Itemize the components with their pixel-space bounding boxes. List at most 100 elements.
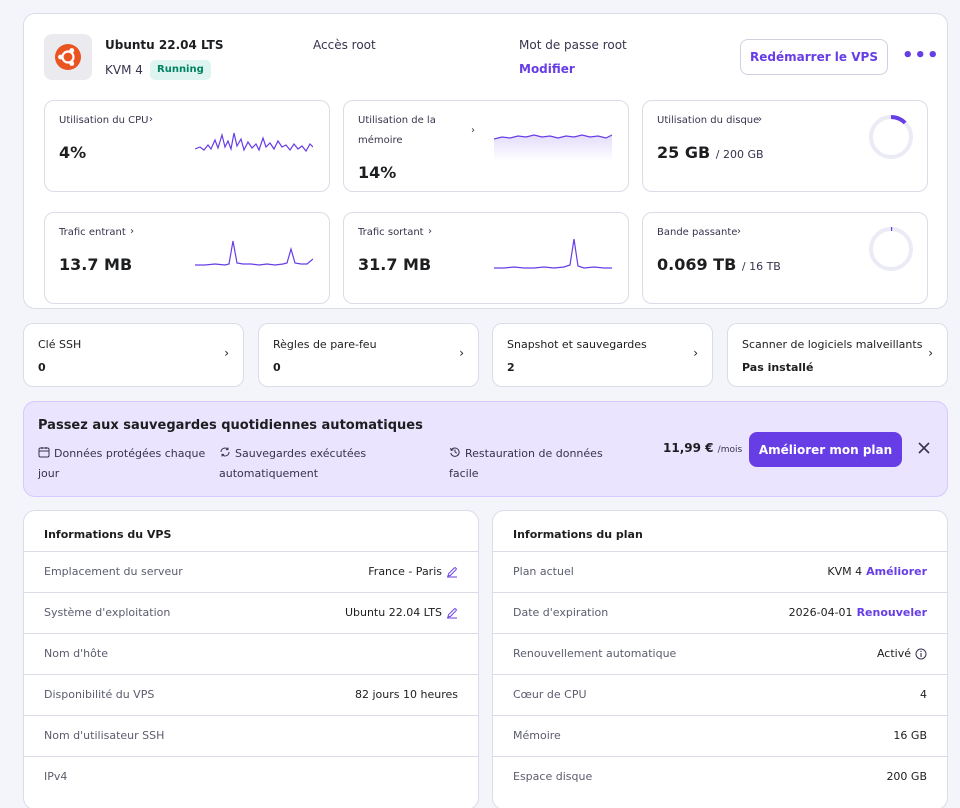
status-badge: Running — [150, 60, 211, 80]
cpu-usage-card[interactable]: Utilisation du CPU › 4% — [44, 100, 330, 192]
plan-name: KVM 4 — [105, 63, 143, 77]
promo-price: 11,99 € — [663, 441, 714, 455]
firewall-rules-card[interactable]: Règles de pare-feu 0 › — [258, 323, 479, 387]
chevron-right-icon: › — [130, 226, 134, 237]
current-plan-label: Plan actuel — [513, 565, 574, 578]
firewall-rules-label: Règles de pare-feu — [273, 338, 377, 351]
ssh-key-card[interactable]: Clé SSH 0 › — [23, 323, 244, 387]
close-icon[interactable] — [914, 438, 934, 458]
cpu-sparkline — [195, 132, 313, 153]
bandwidth-value: 0.069 TB — [657, 255, 737, 274]
bandwidth-donut — [869, 227, 913, 271]
promo-feature-line2: automatiquement — [219, 467, 319, 480]
current-plan-row: Plan actuel KVM 4 Améliorer — [493, 551, 947, 592]
chevron-right-icon: › — [737, 226, 741, 237]
incoming-sparkline — [195, 240, 313, 266]
upgrade-link[interactable]: Améliorer — [866, 565, 927, 578]
vps-info-title: Informations du VPS — [44, 528, 172, 541]
malware-scanner-label: Scanner de logiciels malveillants — [742, 338, 923, 351]
expiration-row: Date d'expiration 2026-04-01 Renouveler — [493, 592, 947, 633]
chevron-right-icon: › — [428, 226, 432, 237]
ipv4-label: IPv4 — [44, 770, 68, 783]
renew-link[interactable]: Renouveler — [856, 606, 927, 619]
ssh-username-row: Nom d'utilisateur SSH — [24, 715, 478, 756]
promo-feature-line1: Sauvegardes exécutées — [235, 447, 367, 460]
memory-row: Mémoire 16 GB — [493, 715, 947, 756]
os-label: Système d'exploitation — [44, 606, 171, 619]
plan-info-title: Informations du plan — [513, 528, 643, 541]
chevron-right-icon: › — [693, 346, 698, 360]
malware-scanner-value: Pas installé — [742, 361, 814, 374]
current-plan-value: KVM 4 — [827, 565, 863, 578]
auto-renew-row: Renouvellement automatique Activé — [493, 633, 947, 674]
memory-sparkline — [494, 134, 612, 161]
ssh-key-label: Clé SSH — [38, 338, 82, 351]
memory-usage-value: 14% — [358, 163, 397, 182]
incoming-traffic-card[interactable]: Trafic entrant › 13.7 MB — [44, 212, 330, 304]
disk-usage-card[interactable]: Utilisation du disque › 25 GB / 200 GB — [642, 100, 928, 192]
ipv4-row: IPv4 — [24, 756, 478, 797]
hostname-label: Nom d'hôte — [44, 647, 108, 660]
chevron-right-icon: › — [149, 114, 153, 125]
ubuntu-logo-icon — [44, 34, 92, 80]
memory-usage-card[interactable]: Utilisation de la mémoire › 14% — [343, 100, 629, 192]
edit-pencil-icon[interactable] — [446, 566, 458, 578]
os-row: Système d'exploitation Ubuntu 22.04 LTS — [24, 592, 478, 633]
info-icon[interactable] — [915, 648, 927, 660]
root-access-label: Accès root — [313, 38, 376, 52]
bandwidth-label: Bande passante — [657, 227, 738, 238]
snapshot-backups-card[interactable]: Snapshot et sauvegardes 2 › — [492, 323, 713, 387]
auto-renew-label: Renouvellement automatique — [513, 647, 677, 660]
promo-period: /mois — [717, 445, 743, 455]
plan-info-card: Informations du plan Plan actuel KVM 4 Am… — [492, 510, 948, 808]
chevron-right-icon: › — [224, 346, 229, 360]
bandwidth-total: / 16 TB — [741, 260, 781, 273]
server-location-row: Emplacement du serveur France - Paris — [24, 551, 478, 592]
upgrade-plan-button[interactable]: Améliorer mon plan — [749, 432, 902, 467]
vps-info-card: Informations du VPS Emplacement du serve… — [23, 510, 479, 808]
sync-icon — [220, 447, 230, 457]
promo-feature-line1: Restauration de données — [465, 447, 603, 460]
chevron-right-icon: › — [758, 114, 762, 125]
hostname-row: Nom d'hôte — [24, 633, 478, 674]
bandwidth-card[interactable]: Bande passante › 0.069 TB / 16 TB — [642, 212, 928, 304]
incoming-traffic-value: 13.7 MB — [59, 255, 133, 274]
disk-usage-value: 25 GB — [657, 143, 711, 162]
chevron-right-icon: › — [928, 346, 933, 360]
outgoing-traffic-value: 31.7 MB — [358, 255, 432, 274]
edit-pencil-icon[interactable] — [446, 607, 458, 619]
promo-feature-line2: facile — [449, 467, 479, 480]
promo-feature: Sauvegardes exécutées automatiquement — [219, 444, 419, 484]
promo-title: Passez aux sauvegardes quotidiennes auto… — [38, 418, 423, 433]
cpu-usage-label: Utilisation du CPU — [59, 115, 149, 126]
modify-password-link[interactable]: Modifier — [519, 62, 575, 76]
disk-usage-label: Utilisation du disque — [657, 115, 760, 126]
restart-vps-button[interactable]: Redémarrer le VPS — [740, 39, 888, 75]
cpu-cores-value: 4 — [920, 688, 927, 701]
firewall-rules-value: 0 — [273, 361, 281, 374]
backup-promo-banner: Passez aux sauvegardes quotidiennes auto… — [23, 401, 948, 497]
disk-space-label: Espace disque — [513, 770, 593, 783]
disk-space-value: 200 GB — [886, 770, 927, 783]
history-icon — [450, 447, 460, 457]
vps-overview-card: Ubuntu 22.04 LTS KVM 4 Running Accès roo… — [23, 13, 948, 309]
chevron-right-icon: › — [471, 125, 475, 136]
malware-scanner-card[interactable]: Scanner de logiciels malveillants Pas in… — [727, 323, 948, 387]
expiration-label: Date d'expiration — [513, 606, 609, 619]
bandwidth-arc — [869, 227, 913, 271]
server-location-value: France - Paris — [368, 565, 442, 578]
cpu-cores-row: Cœur de CPU 4 — [493, 674, 947, 715]
snapshot-backups-label: Snapshot et sauvegardes — [507, 338, 647, 351]
disk-usage-arc — [869, 115, 913, 159]
cpu-cores-label: Cœur de CPU — [513, 688, 587, 701]
incoming-traffic-label: Trafic entrant — [59, 227, 126, 238]
root-password-label: Mot de passe root — [519, 38, 627, 52]
calendar-icon — [38, 447, 50, 458]
outgoing-traffic-card[interactable]: Trafic sortant › 31.7 MB — [343, 212, 629, 304]
ssh-username-label: Nom d'utilisateur SSH — [44, 729, 165, 742]
more-horizontal-icon[interactable]: ••• — [902, 45, 940, 66]
memory-label: Mémoire — [513, 729, 561, 742]
uptime-label: Disponibilité du VPS — [44, 688, 155, 701]
os-value: Ubuntu 22.04 LTS — [344, 606, 442, 619]
os-name: Ubuntu 22.04 LTS — [105, 38, 224, 52]
